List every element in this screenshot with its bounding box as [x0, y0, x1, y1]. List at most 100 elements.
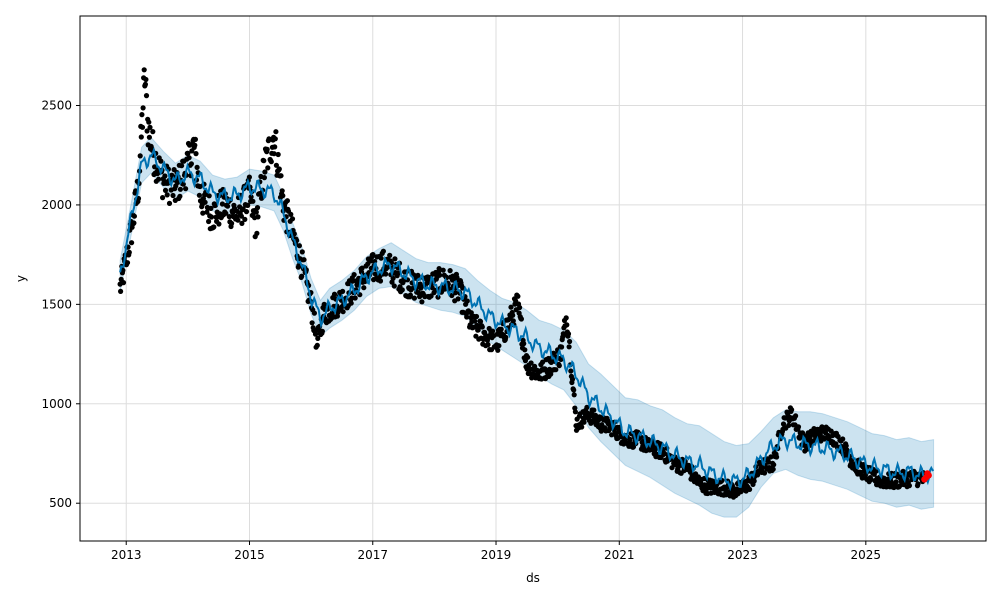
data-point — [387, 252, 393, 258]
data-point — [245, 202, 251, 208]
data-point — [490, 328, 496, 334]
data-point — [768, 454, 774, 460]
data-point — [271, 151, 277, 157]
data-point — [166, 200, 173, 206]
data-point — [563, 315, 569, 321]
data-point — [185, 150, 191, 156]
data-point — [553, 367, 559, 373]
data-point — [253, 209, 259, 215]
data-point — [893, 479, 899, 485]
data-point — [311, 310, 317, 316]
data-point — [525, 354, 531, 360]
data-point — [296, 243, 302, 249]
y-tick-label: 2500 — [41, 98, 72, 112]
data-point — [479, 324, 485, 330]
data-point — [254, 230, 260, 236]
x-tick-label: 2015 — [234, 548, 265, 562]
data-point — [915, 481, 921, 487]
data-point — [183, 186, 189, 192]
data-point — [485, 342, 491, 348]
data-point — [331, 291, 338, 297]
data-point — [510, 318, 516, 324]
data-point — [239, 220, 245, 226]
data-point — [368, 258, 374, 264]
data-point — [139, 112, 145, 118]
data-point — [503, 334, 509, 340]
data-point — [264, 146, 270, 152]
data-point — [152, 164, 158, 170]
data-point — [370, 252, 376, 258]
data-point — [299, 249, 305, 255]
data-point — [118, 288, 124, 294]
data-point — [568, 368, 574, 374]
x-tick-label: 2025 — [851, 548, 882, 562]
data-point — [415, 290, 421, 296]
data-point — [143, 76, 149, 83]
data-point — [180, 181, 186, 187]
data-point — [211, 224, 217, 230]
data-point — [564, 322, 570, 328]
data-point — [246, 174, 252, 180]
data-point — [126, 249, 132, 255]
data-point — [276, 166, 282, 172]
data-point — [140, 105, 146, 111]
data-point — [771, 462, 777, 468]
data-point — [528, 360, 534, 366]
data-point — [591, 407, 597, 413]
data-point — [495, 347, 501, 353]
data-point — [272, 144, 278, 150]
data-point — [774, 454, 780, 460]
data-point — [569, 376, 576, 382]
data-point — [238, 213, 244, 219]
data-point — [383, 271, 389, 277]
data-point — [352, 295, 358, 301]
data-point — [770, 466, 776, 472]
data-point — [567, 338, 573, 345]
uncertainty-interval-band — [119, 136, 935, 518]
data-point — [143, 93, 150, 99]
data-point — [747, 486, 753, 492]
data-point — [194, 164, 200, 170]
data-point — [177, 186, 183, 192]
data-point — [158, 158, 164, 164]
data-point — [129, 240, 135, 246]
data-point — [192, 142, 198, 148]
data-point — [225, 203, 231, 209]
data-point — [440, 267, 446, 273]
data-point — [162, 187, 169, 193]
data-point — [156, 176, 162, 182]
data-point — [579, 424, 585, 430]
data-point — [447, 268, 453, 274]
y-tick-label: 1500 — [41, 297, 72, 311]
data-point — [314, 342, 320, 348]
forecast-line — [119, 146, 934, 492]
data-point — [351, 272, 357, 278]
data-point — [384, 264, 390, 270]
data-point — [391, 283, 397, 289]
data-point — [248, 194, 254, 200]
data-point — [315, 335, 321, 341]
y-axis-ticks: 500 1000 1500 2000 2500 — [41, 98, 80, 510]
data-point — [392, 256, 398, 262]
data-point — [262, 169, 268, 175]
data-point — [200, 210, 206, 216]
data-point — [188, 161, 194, 167]
data-point — [299, 273, 305, 279]
data-point — [510, 312, 516, 318]
data-point — [418, 284, 424, 290]
data-point — [250, 198, 256, 204]
data-point — [142, 81, 148, 87]
data-point — [766, 459, 772, 465]
data-point — [498, 326, 504, 332]
data-point — [160, 195, 166, 201]
data-point — [873, 468, 879, 474]
data-point — [833, 441, 839, 447]
data-point — [275, 151, 281, 158]
data-point — [216, 221, 222, 227]
data-point — [521, 341, 527, 347]
highlight-point — [925, 472, 932, 479]
data-point — [415, 272, 421, 278]
data-point — [584, 404, 590, 410]
data-point — [206, 218, 212, 225]
